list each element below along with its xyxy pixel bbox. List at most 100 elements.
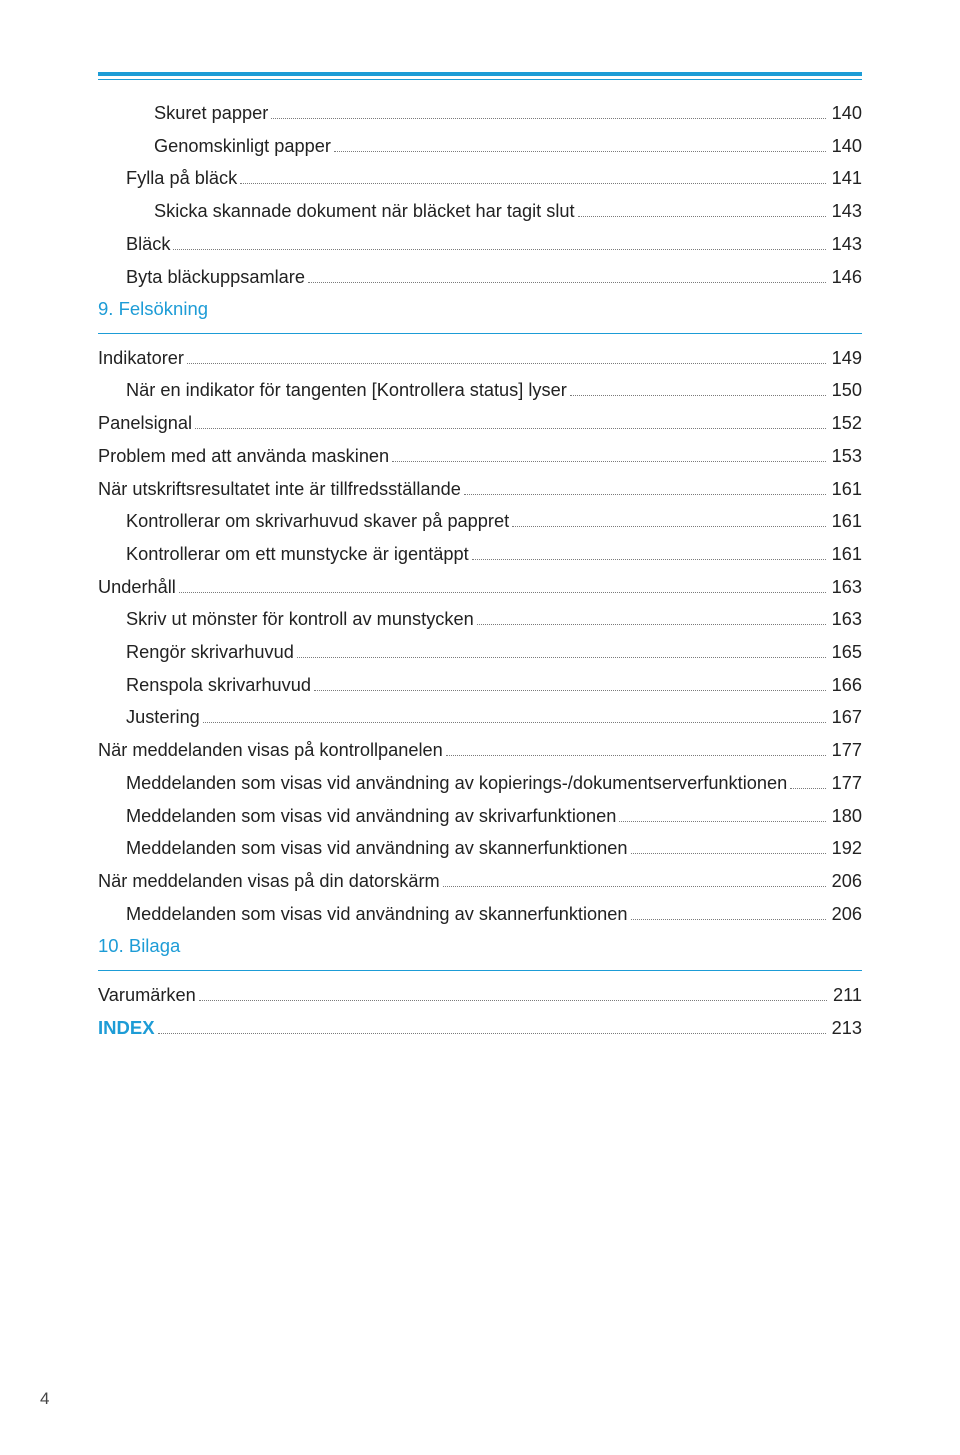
toc-page-number: 192 [830,839,862,857]
toc-label: Skriv ut mönster för kontroll av munstyc… [126,610,474,628]
toc-page-number: 166 [830,676,862,694]
toc-page-number: 163 [830,578,862,596]
toc-heading-label: 9. Felsökning [98,300,208,319]
toc-page-number: 167 [830,708,862,726]
toc-row: Justering 167 [98,708,862,726]
toc-label: Underhåll [98,578,176,596]
toc-page-number: 146 [830,268,862,286]
toc-row: Underhåll 163 [98,578,862,596]
dot-leader [271,118,825,119]
toc-page-number: 161 [830,480,862,498]
dot-leader [619,821,825,822]
toc-page-number: 206 [830,872,862,890]
dot-leader [314,690,826,691]
toc-label: INDEX [98,1019,155,1038]
dot-leader [240,183,825,184]
toc-row: INDEX 213 [98,1019,862,1038]
toc-row: När en indikator för tangenten [Kontroll… [98,381,862,399]
document-page: Skuret papper 140 Genomskinligt papper140 F… [0,0,960,1455]
toc-label: När meddelanden visas på din datorskärm [98,872,440,890]
toc-row: Skriv ut mönster för kontroll av munstyc… [98,610,862,628]
toc-page-number: 211 [831,986,862,1004]
toc-label: Kontrollerar om ett munstycke är igentäp… [126,545,469,563]
dot-leader [472,559,826,560]
toc-row: Fylla på bläck 141 [98,169,862,187]
toc-page-number: 143 [830,235,862,253]
toc-row: Panelsignal152 [98,414,862,432]
toc-page-number: 180 [830,807,862,825]
page-number: 4 [40,1389,49,1409]
toc-row: Renspola skrivarhuvud 166 [98,676,862,694]
toc-label: Meddelanden som visas vid användning av … [126,905,628,923]
toc-row: Skuret papper 140 [98,104,862,122]
toc-label: Justering [126,708,200,726]
dot-leader [631,853,826,854]
toc-label: Fylla på bläck [126,169,237,187]
toc-page-number: 161 [830,545,862,563]
toc-label: Genomskinligt papper [154,137,331,155]
dot-leader [790,788,825,789]
toc-page-number: 152 [830,414,862,432]
dot-leader [179,592,826,593]
toc-row: Meddelanden som visas vid användning av … [98,839,862,857]
toc-row: Meddelanden som visas vid användning av … [98,774,862,792]
toc-label: Meddelanden som visas vid användning av … [126,774,787,792]
dot-leader [578,216,826,217]
toc-row: Byta bläckuppsamlare 146 [98,268,862,286]
toc-label: När utskriftsresultatet inte är tillfred… [98,480,461,498]
dot-leader [195,428,826,429]
toc-row: Indikatorer 149 [98,349,862,367]
dot-leader [308,282,826,283]
dot-leader [392,461,825,462]
toc-row: Skicka skannade dokument när bläcket har… [98,202,862,220]
toc-page-number: 177 [830,774,862,792]
toc-page-number: 140 [830,104,862,122]
toc-label: Kontrollerar om skrivarhuvud skaver på p… [126,512,509,530]
toc-label: Bläck [126,235,170,253]
toc-page-number: 150 [830,381,862,399]
dot-leader [334,151,826,152]
toc-page-number: 141 [830,169,862,187]
toc-row: Meddelanden som visas vid användning av … [98,807,862,825]
toc-page-number: 165 [830,643,862,661]
toc-page-number: 149 [830,349,862,367]
toc-label: Varumärken [98,986,196,1004]
toc-page-number: 163 [830,610,862,628]
dot-leader [477,624,826,625]
toc-row: Problem med att använda maskinen153 [98,447,862,465]
toc-row: Kontrollerar om skrivarhuvud skaver på p… [98,512,862,530]
toc-heading: 10. Bilaga [98,937,862,956]
toc-page-number: 143 [830,202,862,220]
dot-leader [631,919,826,920]
toc-row: När meddelanden visas på din datorskärm 2… [98,872,862,890]
toc-heading: 9. Felsökning [98,300,862,319]
toc-row: När utskriftsresultatet inte är tillfred… [98,480,862,498]
dot-leader [443,886,826,887]
toc-row: Rengör skrivarhuvud 165 [98,643,862,661]
toc-label: Byta bläckuppsamlare [126,268,305,286]
toc-page-number: 213 [830,1019,862,1037]
toc-label: Meddelanden som visas vid användning av … [126,807,616,825]
toc-row: När meddelanden visas på kontrollpanelen… [98,741,862,759]
top-horizontal-rules [98,72,862,80]
toc-label: Rengör skrivarhuvud [126,643,294,661]
toc-row: Meddelanden som visas vid användning av … [98,905,862,923]
toc-row: Bläck 143 [98,235,862,253]
dot-leader [297,657,826,658]
toc-label: Indikatorer [98,349,184,367]
toc-label: När en indikator för tangenten [Kontroll… [126,381,567,399]
toc-page-number: 177 [830,741,862,759]
toc-page-number: 206 [830,905,862,923]
dot-leader [187,363,826,364]
toc-label: Meddelanden som visas vid användning av … [126,839,628,857]
toc-row: Genomskinligt papper140 [98,137,862,155]
toc-label: Skuret papper [154,104,268,122]
table-of-contents: Skuret papper 140 Genomskinligt papper140 F… [98,104,862,1037]
toc-label: Problem med att använda maskinen [98,447,389,465]
toc-heading-label: 10. Bilaga [98,937,180,956]
dot-leader [512,526,826,527]
toc-label: Renspola skrivarhuvud [126,676,311,694]
section-divider [98,970,862,971]
dot-leader [203,722,826,723]
toc-page-number: 161 [830,512,862,530]
